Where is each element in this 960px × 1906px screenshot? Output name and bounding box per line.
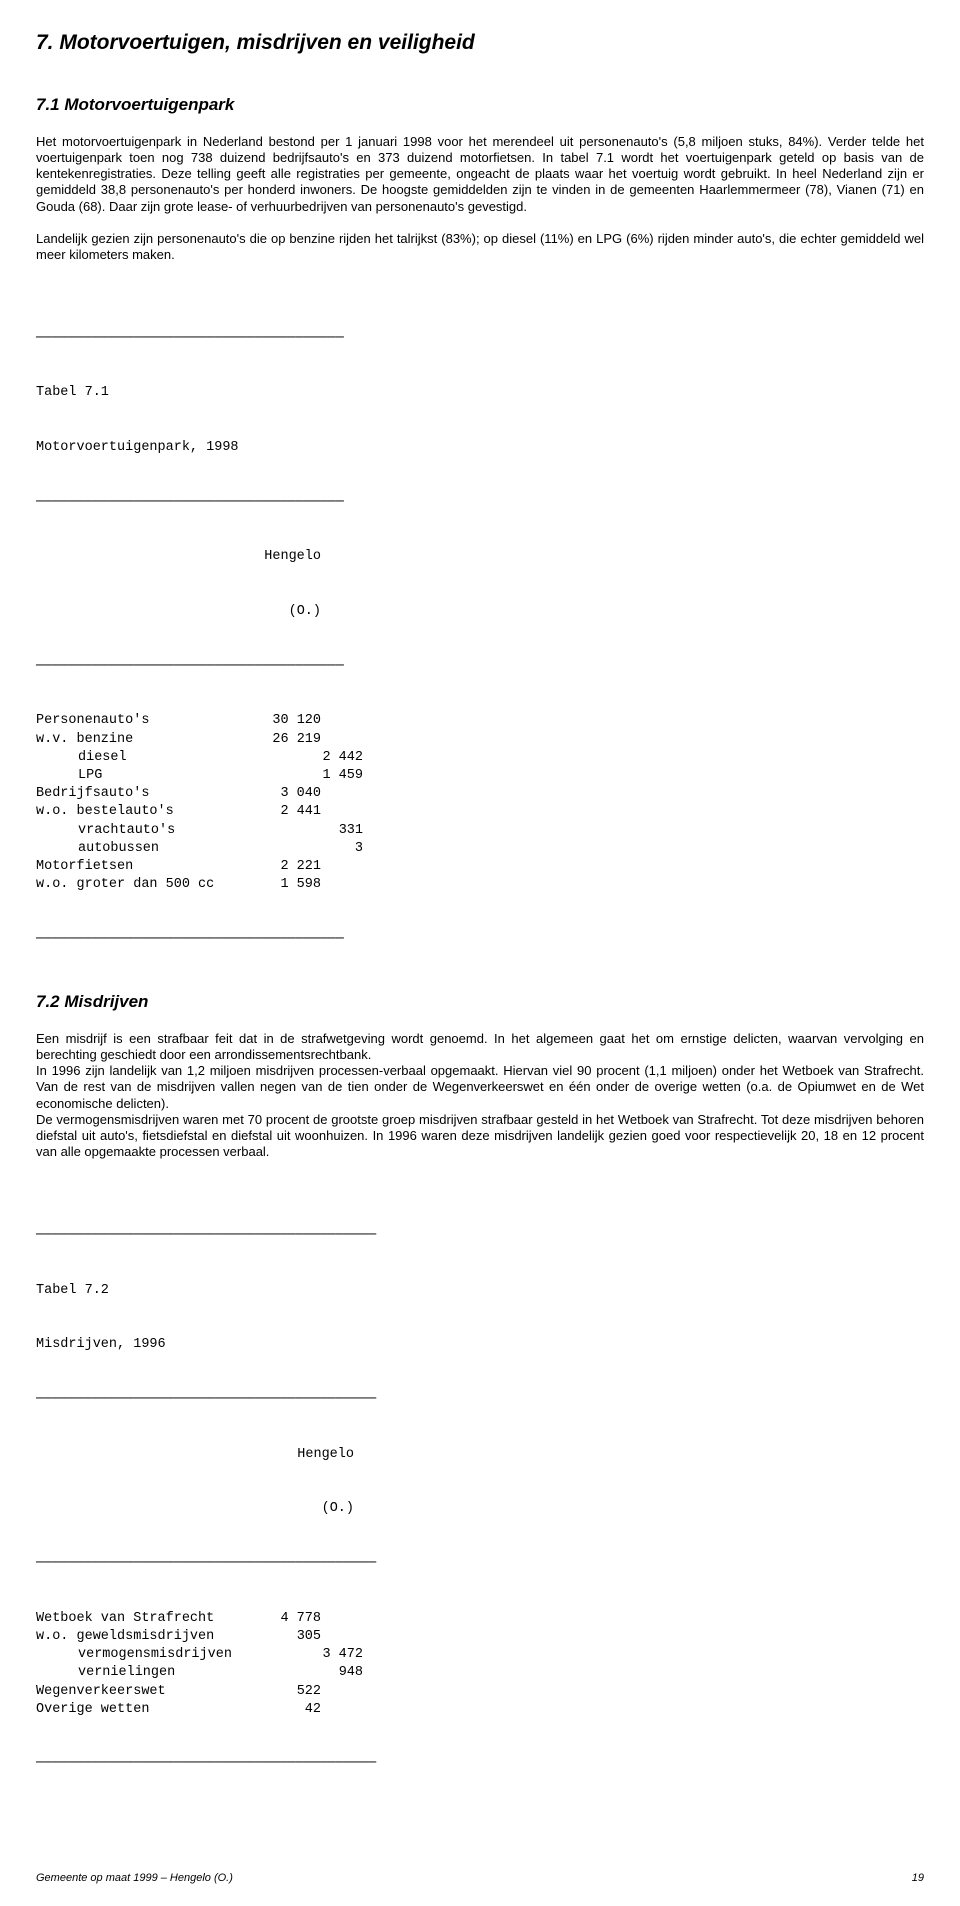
paragraph-7-2-a: Een misdrijf is een strafbaar feit dat i… <box>36 1031 924 1064</box>
table-cell-label: w.o. groter dan 500 cc <box>36 876 256 894</box>
table-row: Wegenverkeerswet522 <box>36 1683 924 1701</box>
table-rule: ────────────────────────────────────────… <box>36 1227 924 1245</box>
table-cell-value: 2 442 <box>298 749 363 767</box>
table-cell-label: Motorfietsen <box>36 858 256 876</box>
table-cell-value: 3 040 <box>256 785 321 803</box>
table-title-line2: Motorvoertuigenpark, 1998 <box>36 439 924 457</box>
table-row: Bedrijfsauto's3 040 <box>36 785 924 803</box>
table-rule: ────────────────────────────────────────… <box>36 1755 924 1773</box>
table-rule: ────────────────────────────────────────… <box>36 1391 924 1409</box>
footer-left: Gemeente op maat 1999 – Hengelo (O.) <box>36 1872 233 1886</box>
table-cell-label: Personenauto's <box>36 712 256 730</box>
table-cell-label: vermogensmisdrijven <box>36 1646 298 1664</box>
table-cell-value: 1 598 <box>256 876 321 894</box>
section-heading-7-1: 7.1 Motorvoertuigenpark <box>36 94 924 115</box>
footer-page-number: 19 <box>912 1872 924 1886</box>
table-row: Wetboek van Strafrecht4 778 <box>36 1610 924 1628</box>
table-cell-value: 2 441 <box>256 803 321 821</box>
table-row: w.v. benzine26 219 <box>36 731 924 749</box>
table-row: Motorfietsen2 221 <box>36 858 924 876</box>
table-rule: ────────────────────────────────────── <box>36 658 924 676</box>
table-row: diesel2 442 <box>36 749 924 767</box>
section-heading-7-2: 7.2 Misdrijven <box>36 991 924 1012</box>
table-cell-value: 42 <box>256 1701 321 1719</box>
paragraph-7-1-b: Landelijk gezien zijn personenauto's die… <box>36 231 924 264</box>
table-row: w.o. bestelauto's2 441 <box>36 803 924 821</box>
table-col-header: (O.) <box>36 1500 354 1518</box>
table-title-line1: Tabel 7.2 <box>36 1282 924 1300</box>
table-cell-label: autobussen <box>36 840 298 858</box>
table-row: LPG1 459 <box>36 767 924 785</box>
paragraph-7-2-c: De vermogensmisdrijven waren met 70 proc… <box>36 1112 924 1161</box>
table-cell-label: w.o. bestelauto's <box>36 803 256 821</box>
table-cell-label: w.v. benzine <box>36 731 256 749</box>
table-cell-value: 3 <box>298 840 363 858</box>
table-row: vermogensmisdrijven3 472 <box>36 1646 924 1664</box>
table-cell-value: 2 221 <box>256 858 321 876</box>
table-row: autobussen3 <box>36 840 924 858</box>
table-cell-label: vrachtauto's <box>36 822 298 840</box>
table-col-header: (O.) <box>36 603 321 621</box>
table-row: vernielingen948 <box>36 1664 924 1682</box>
table-row: Personenauto's30 120 <box>36 712 924 730</box>
table-cell-value: 3 472 <box>298 1646 363 1664</box>
table-cell-value: 331 <box>298 822 363 840</box>
table-col-header: Hengelo <box>36 548 321 566</box>
table-rule: ────────────────────────────────────── <box>36 931 924 949</box>
table-row: w.o. geweldsmisdrijven305 <box>36 1628 924 1646</box>
table-cell-label: LPG <box>36 767 298 785</box>
table-row: Overige wetten42 <box>36 1701 924 1719</box>
table-cell-value: 30 120 <box>256 712 321 730</box>
table-7-2: ────────────────────────────────────────… <box>36 1191 924 1792</box>
table-cell-value: 522 <box>256 1683 321 1701</box>
table-title-line1: Tabel 7.1 <box>36 384 924 402</box>
table-row: w.o. groter dan 500 cc1 598 <box>36 876 924 894</box>
table-cell-value: 948 <box>298 1664 363 1682</box>
paragraph-7-1-a: Het motorvoertuigenpark in Nederland bes… <box>36 134 924 215</box>
paragraph-7-2-b: In 1996 zijn landelijk van 1,2 miljoen m… <box>36 1063 924 1112</box>
table-col-header: Hengelo <box>36 1446 354 1464</box>
table-cell-value: 4 778 <box>256 1610 321 1628</box>
table-row: vrachtauto's331 <box>36 822 924 840</box>
table-cell-label: Wegenverkeerswet <box>36 1683 256 1701</box>
table-title-line2: Misdrijven, 1996 <box>36 1336 924 1354</box>
table-cell-label: w.o. geweldsmisdrijven <box>36 1628 256 1646</box>
page-title: 7. Motorvoertuigen, misdrijven en veilig… <box>36 30 924 56</box>
table-7-1: ────────────────────────────────────── T… <box>36 293 924 967</box>
table-rule: ────────────────────────────────────── <box>36 330 924 348</box>
table-cell-label: Bedrijfsauto's <box>36 785 256 803</box>
page-footer: Gemeente op maat 1999 – Hengelo (O.) 19 <box>36 1872 924 1886</box>
table-cell-label: vernielingen <box>36 1664 298 1682</box>
table-cell-label: Wetboek van Strafrecht <box>36 1610 256 1628</box>
table-cell-value: 26 219 <box>256 731 321 749</box>
table-cell-value: 1 459 <box>298 767 363 785</box>
table-rule: ────────────────────────────────────────… <box>36 1555 924 1573</box>
table-cell-label: diesel <box>36 749 298 767</box>
table-cell-label: Overige wetten <box>36 1701 256 1719</box>
table-cell-value: 305 <box>256 1628 321 1646</box>
table-rule: ────────────────────────────────────── <box>36 494 924 512</box>
